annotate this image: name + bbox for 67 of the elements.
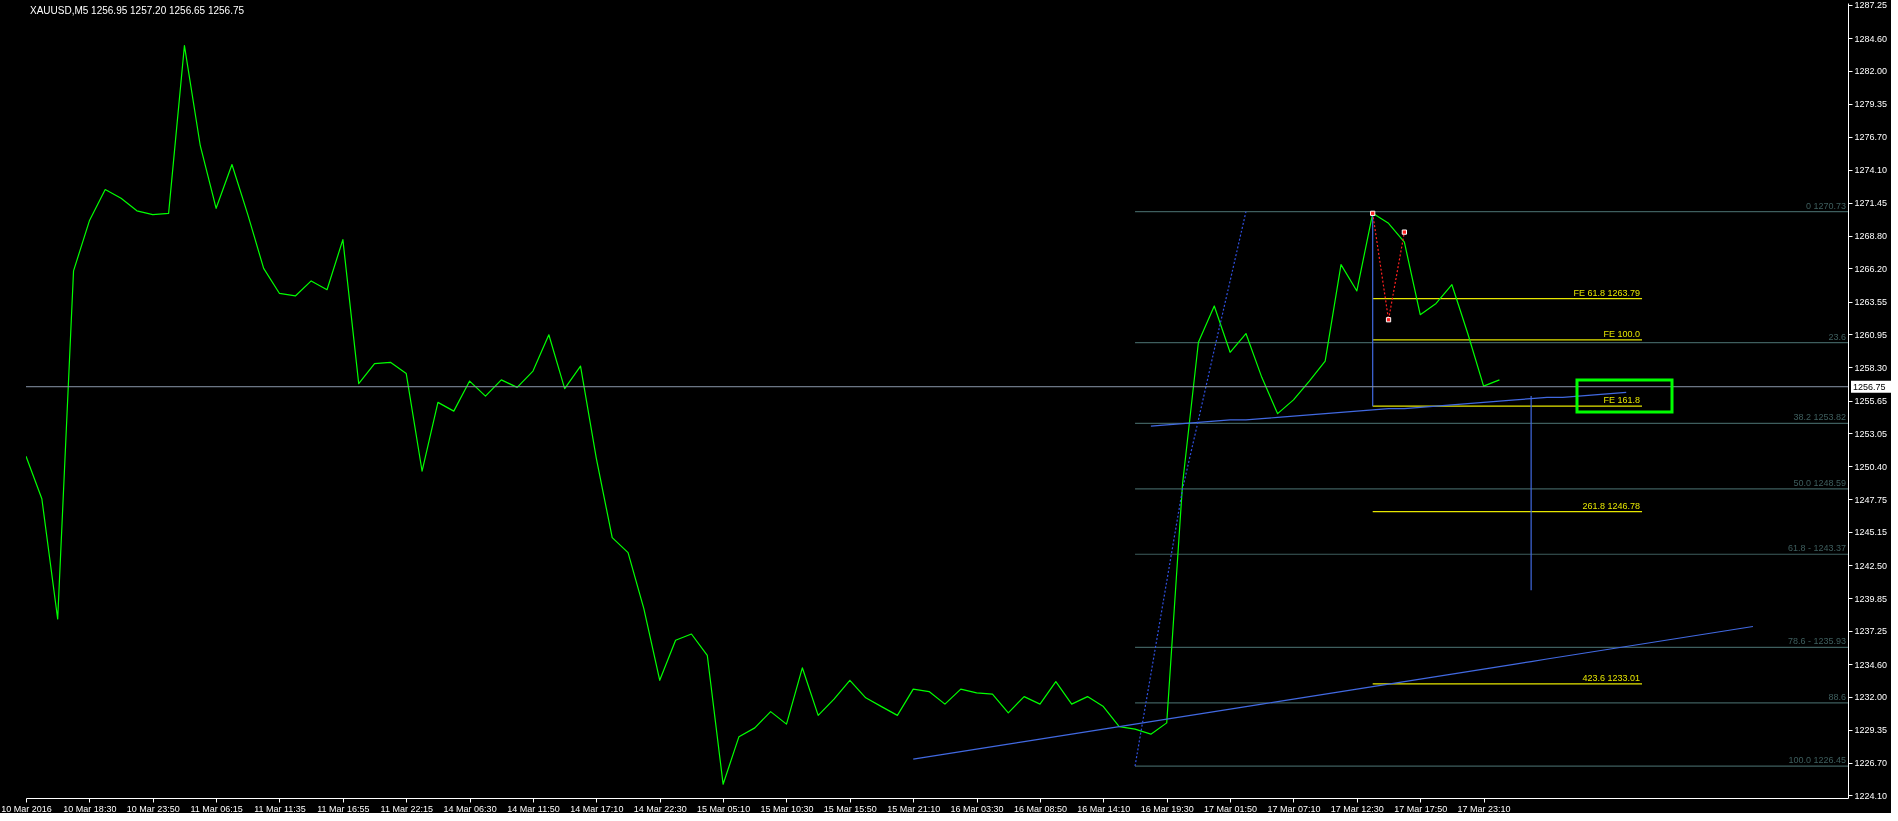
x-tick-label: 15 Mar 05:10 [697,803,751,814]
x-tick-label: 10 Mar 23:50 [126,803,180,814]
x-tick-label: 17 Mar 01:50 [1204,803,1258,814]
y-tick-label: 1268.80 [1854,231,1888,242]
y-tick-label: 1276.70 [1854,132,1888,143]
y-tick-label: 1242.50 [1854,560,1888,571]
series-label: 261.8 1246.78 [1582,500,1641,511]
x-tick-label: 11 Mar 11:35 [254,803,306,814]
y-tick-label: 1266.20 [1854,263,1888,274]
series-label: 423.6 1233.01 [1582,672,1641,683]
x-tick-label: 16 Mar 03:30 [950,803,1004,814]
x-tick-label: 10 Mar 18:30 [63,803,117,814]
y-tick-label: 1271.45 [1854,198,1888,209]
ref-line-label: 1256.75 [1853,381,1886,392]
chart-title: XAUUSD,M5 1256.95 1257.20 1256.65 1256.75 [30,5,245,16]
y-tick-label: 1284.60 [1854,33,1888,44]
x-tick-label: 17 Mar 12:30 [1330,803,1384,814]
series-label: 88.6 [1828,691,1846,702]
series-label: FE 61.8 1263.79 [1573,287,1641,298]
x-tick-label: 11 Mar 22:15 [380,803,433,814]
series-label: FE 161.8 [1603,395,1641,406]
x-tick-label: 11 Mar 16:55 [317,803,370,814]
series-label: 78.6 - 1235.93 [1787,636,1846,647]
x-tick-label: 17 Mar 07:10 [1267,803,1321,814]
y-tick-label: 1237.25 [1854,626,1888,637]
x-tick-label: 16 Mar 08:50 [1013,803,1068,814]
y-tick-label: 1224.10 [1854,791,1888,801]
y-tick-label: 1226.70 [1854,758,1888,769]
x-tick-label: 14 Mar 06:30 [443,803,497,814]
series-label: 100.0 1226.45 [1788,755,1846,766]
y-tick-label: 1247.75 [1854,494,1888,505]
series-label: 0 1270.73 [1805,200,1846,211]
y-tick-label: 1255.65 [1854,396,1888,406]
line-series [1134,211,1247,767]
y-tick-label: 1282.00 [1854,66,1888,77]
y-tick-label: 1250.40 [1854,461,1888,472]
y-tick-label: 1287.25 [1854,0,1888,11]
x-tick-label: 16 Mar 19:30 [1140,803,1194,814]
y-tick-label: 1232.00 [1854,692,1888,703]
y-tick-label: 1239.85 [1854,593,1888,604]
x-tick-label: 14 Mar 17:10 [570,803,624,814]
series-label: 38.2 1253.82 [1793,412,1846,423]
y-tick-label: 1229.35 [1854,725,1888,736]
series-label: FE 100.0 [1603,328,1641,339]
x-tick-label: 16 Mar 14:10 [1077,803,1131,814]
x-tick-label: 10 Mar 2016 [1,803,52,814]
x-tick-label: 15 Mar 15:50 [823,803,877,814]
series-label: 61.8 - 1243.37 [1787,543,1846,554]
x-tick-label: 14 Mar 22:30 [633,803,687,814]
y-tick-label: 1263.55 [1854,297,1888,308]
y-tick-label: 1279.35 [1854,99,1888,110]
series-label: 23.6 [1828,331,1846,342]
y-tick-label: 1260.95 [1854,329,1888,340]
x-tick-label: 15 Mar 21:10 [887,803,941,814]
x-tick-label: 17 Mar 17:50 [1394,803,1448,814]
x-tick-label: 17 Mar 23:10 [1457,803,1511,814]
x-tick-label: 14 Mar 11:50 [507,803,560,814]
x-tick-label: 15 Mar 10:30 [760,803,814,814]
series-label: 50.0 1248.59 [1793,477,1846,488]
y-tick-label: 1253.05 [1854,428,1888,439]
line-series [26,44,1501,785]
y-tick-label: 1258.30 [1854,362,1888,373]
y-tick-label: 1245.15 [1854,527,1888,538]
line-series [912,625,1754,760]
y-tick-label: 1274.10 [1854,165,1888,176]
x-tick-label: 11 Mar 06:15 [190,803,243,814]
y-tick-label: 1234.60 [1854,659,1888,670]
